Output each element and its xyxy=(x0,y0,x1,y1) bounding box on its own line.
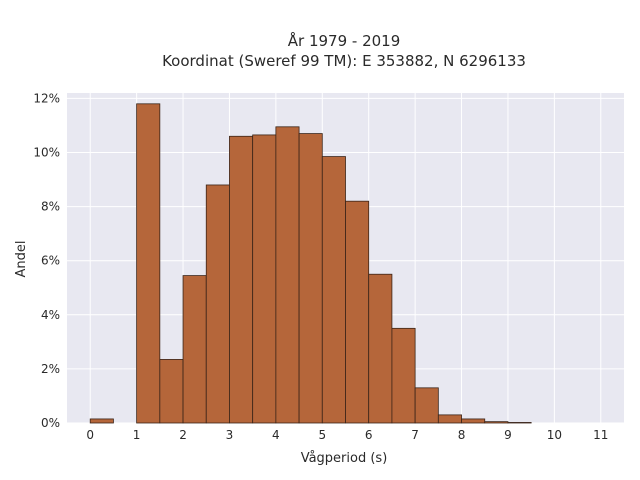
chart-title-line2: Koordinat (Sweref 99 TM): E 353882, N 62… xyxy=(162,52,526,70)
x-tick-label: 10 xyxy=(547,428,562,442)
y-tick-label: 4% xyxy=(41,308,60,322)
x-tick-label: 1 xyxy=(133,428,141,442)
histogram-bar xyxy=(368,273,393,424)
x-tick-label: 11 xyxy=(593,428,608,442)
histogram-bar xyxy=(252,134,277,424)
y-tick-label: 10% xyxy=(33,146,60,160)
histogram-bar xyxy=(136,103,161,424)
x-tick-label: 7 xyxy=(411,428,419,442)
histogram-bar xyxy=(321,156,346,424)
x-tick-label: 9 xyxy=(504,428,512,442)
y-tick-label: 6% xyxy=(41,254,60,268)
histogram-bar xyxy=(437,414,462,424)
x-tick-label: 6 xyxy=(365,428,373,442)
histogram-bar xyxy=(229,135,254,424)
histogram-bar xyxy=(345,200,370,424)
histogram-bar xyxy=(298,133,323,424)
y-axis-label: Andel xyxy=(14,241,29,278)
chart-title-line1: År 1979 - 2019 xyxy=(288,31,401,50)
histogram-bar xyxy=(507,422,532,424)
y-tick-label: 0% xyxy=(41,416,60,430)
x-tick-label: 2 xyxy=(179,428,187,442)
histogram-bar xyxy=(159,359,184,424)
histogram-bar xyxy=(205,184,230,424)
x-tick-label: 5 xyxy=(318,428,326,442)
x-axis-label: Vågperiod (s) xyxy=(301,451,388,466)
y-tick-labels: 0% 2% 4% 6% 8% 10% 12% xyxy=(33,91,60,430)
histogram-bar xyxy=(391,327,416,424)
y-tick-label: 8% xyxy=(41,200,60,214)
histogram-bar xyxy=(182,275,207,424)
x-tick-label: 8 xyxy=(458,428,466,442)
x-tick-label: 4 xyxy=(272,428,280,442)
histogram-bar xyxy=(275,126,300,424)
x-tick-label: 0 xyxy=(86,428,94,442)
x-tick-labels: 0 1 2 3 4 5 6 7 8 9 10 11 xyxy=(86,428,608,442)
histogram-bar xyxy=(484,421,509,424)
y-tick-label: 12% xyxy=(33,91,60,105)
y-tick-label: 2% xyxy=(41,362,60,376)
histogram-bar xyxy=(89,418,114,424)
x-tick-label: 3 xyxy=(226,428,234,442)
histogram-bar xyxy=(414,387,439,424)
histogram-bar xyxy=(461,418,486,424)
bars xyxy=(89,103,532,424)
